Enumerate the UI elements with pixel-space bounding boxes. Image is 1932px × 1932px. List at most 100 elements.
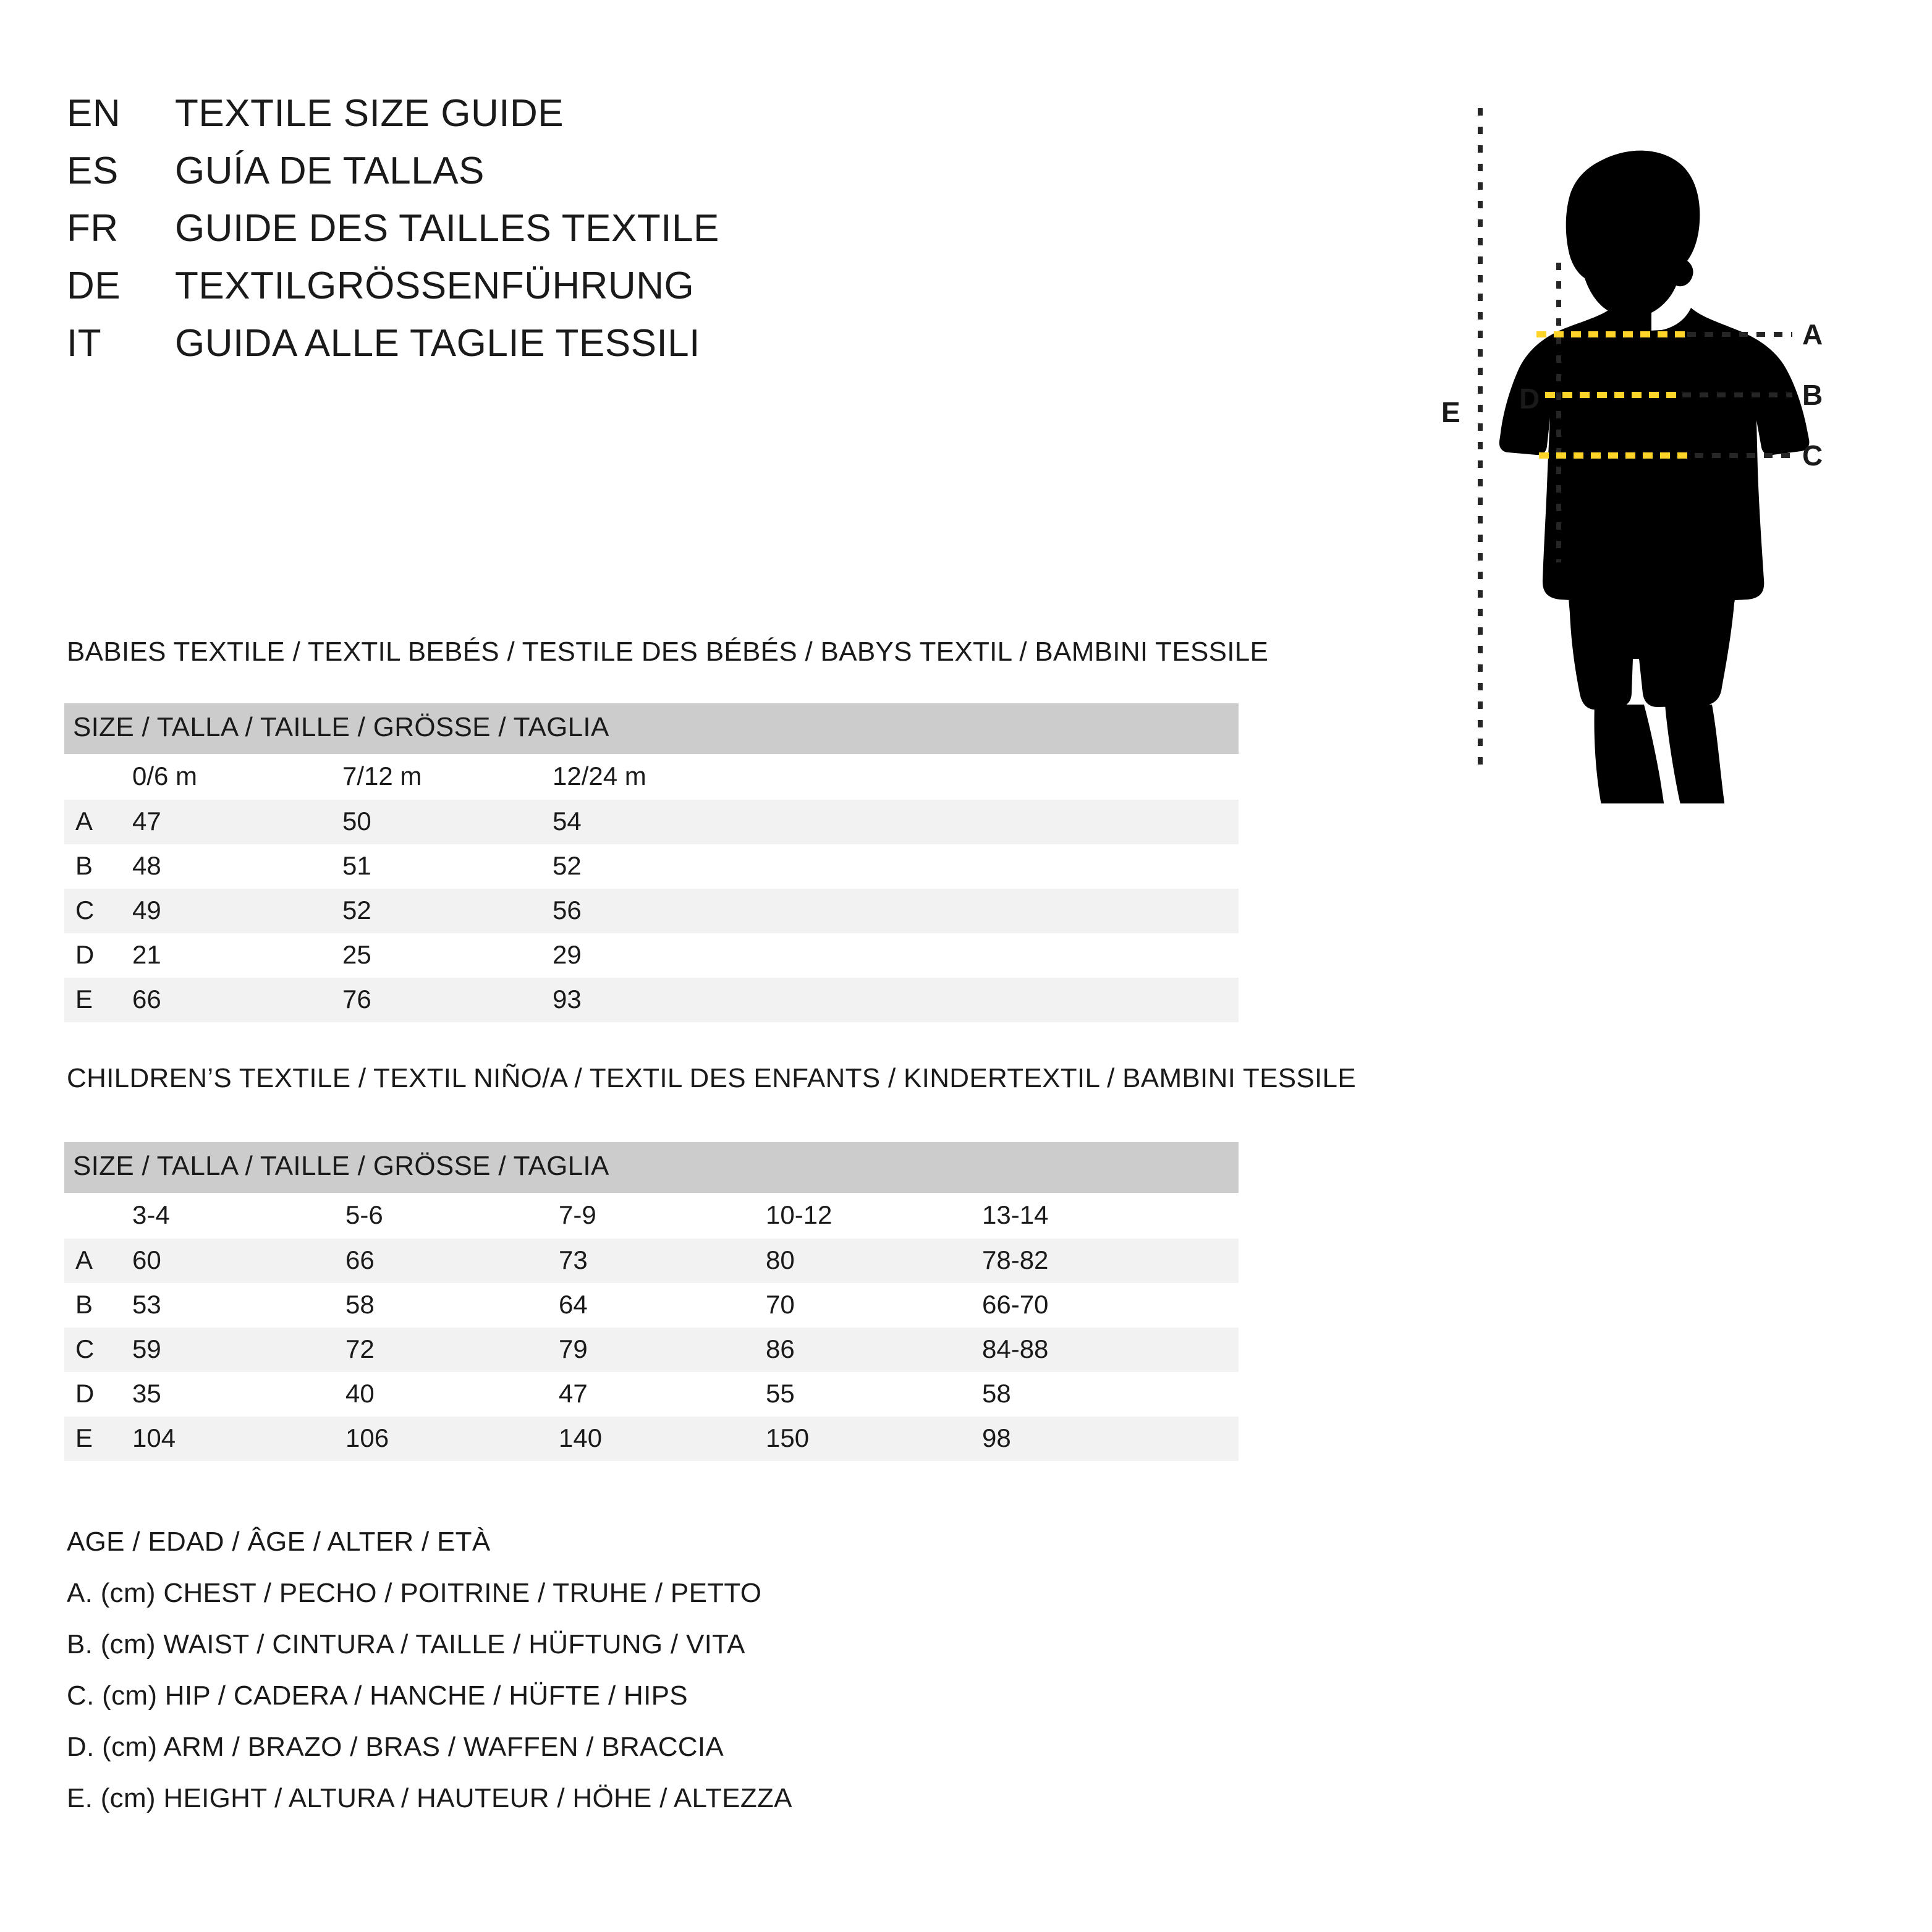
babies-row-label-e: E bbox=[64, 978, 132, 1022]
children-cell-a-0: 60 bbox=[132, 1239, 345, 1283]
language-title-block: EN TEXTILE SIZE GUIDE ES GUÍA DE TALLAS … bbox=[67, 91, 808, 379]
babies-cell-d-2: 29 bbox=[553, 933, 763, 978]
children-cell-a-1: 66 bbox=[345, 1239, 559, 1283]
title-row-it: IT GUIDA ALLE TAGLIE TESSILI bbox=[67, 321, 808, 379]
children-cell-e-4: 98 bbox=[982, 1417, 1239, 1461]
table-row: C 59 72 79 86 84-88 bbox=[64, 1328, 1239, 1372]
title-row-en: EN TEXTILE SIZE GUIDE bbox=[67, 91, 808, 149]
babies-row-label-d: D bbox=[64, 933, 132, 978]
children-corner-cell bbox=[64, 1193, 132, 1239]
children-cell-c-4: 84-88 bbox=[982, 1328, 1239, 1372]
children-cell-a-4: 78-82 bbox=[982, 1239, 1239, 1283]
babies-row-label-c: C bbox=[64, 889, 132, 933]
children-cell-c-2: 79 bbox=[559, 1328, 766, 1372]
figure-label-a: A bbox=[1802, 318, 1823, 350]
table-row: D 35 40 47 55 58 bbox=[64, 1372, 1239, 1417]
babies-size-table: SIZE / TALLA / TAILLE / GRÖSSE / TAGLIA … bbox=[64, 703, 1239, 1022]
babies-cell-b-0: 48 bbox=[132, 844, 342, 889]
babies-cell-a-spacer bbox=[763, 800, 1239, 844]
children-row-label-e: E bbox=[64, 1417, 132, 1461]
children-row-label-b: B bbox=[64, 1283, 132, 1328]
babies-cell-b-spacer bbox=[763, 844, 1239, 889]
title-text-de: TEXTILGRÖSSENFÜHRUNG bbox=[175, 265, 695, 307]
children-col-header-0: 3-4 bbox=[132, 1193, 345, 1239]
babies-cell-a-2: 54 bbox=[553, 800, 763, 844]
children-cell-c-1: 72 bbox=[345, 1328, 559, 1372]
children-cell-a-2: 73 bbox=[559, 1239, 766, 1283]
babies-col-header-2: 12/24 m bbox=[553, 754, 763, 800]
children-row-label-d: D bbox=[64, 1372, 132, 1417]
table-row: B 48 51 52 bbox=[64, 844, 1239, 889]
children-size-table: SIZE / TALLA / TAILLE / GRÖSSE / TAGLIA … bbox=[64, 1142, 1239, 1461]
children-cell-e-0: 104 bbox=[132, 1417, 345, 1461]
measurement-legend: AGE / EDAD / ÂGE / ALTER / ETÀ A. (cm) C… bbox=[67, 1527, 1179, 1834]
children-cell-c-0: 59 bbox=[132, 1328, 345, 1372]
title-text-fr: GUIDE DES TAILLES TEXTILE bbox=[175, 207, 719, 250]
children-cell-e-3: 150 bbox=[766, 1417, 982, 1461]
language-code-fr: FR bbox=[67, 207, 119, 250]
babies-cell-e-0: 66 bbox=[132, 978, 342, 1022]
children-col-header-1: 5-6 bbox=[345, 1193, 559, 1239]
babies-col-header-spacer bbox=[763, 754, 1239, 800]
babies-column-header-row: 0/6 m 7/12 m 12/24 m bbox=[64, 754, 1239, 800]
children-row-label-c: C bbox=[64, 1328, 132, 1372]
babies-cell-e-1: 76 bbox=[342, 978, 553, 1022]
children-bar-label: SIZE / TALLA / TAILLE / GRÖSSE / TAGLIA bbox=[64, 1142, 1239, 1193]
babies-cell-d-spacer bbox=[763, 933, 1239, 978]
legend-item-b: B. (cm) WAIST / CINTURA / TAILLE / HÜFTU… bbox=[67, 1629, 745, 1659]
children-column-header-row: 3-4 5-6 7-9 10-12 13-14 bbox=[64, 1193, 1239, 1239]
child-silhouette-icon bbox=[1478, 108, 1810, 803]
babies-cell-c-spacer bbox=[763, 889, 1239, 933]
legend-item-d: D. (cm) ARM / BRAZO / BRAS / WAFFEN / BR… bbox=[67, 1732, 724, 1762]
babies-cell-b-1: 51 bbox=[342, 844, 553, 889]
figure-label-b: B bbox=[1802, 379, 1823, 411]
legend-item-e: E. (cm) HEIGHT / ALTURA / HAUTEUR / HÖHE… bbox=[67, 1783, 792, 1813]
children-col-header-3: 10-12 bbox=[766, 1193, 982, 1239]
babies-col-header-0: 0/6 m bbox=[132, 754, 342, 800]
children-cell-a-3: 80 bbox=[766, 1239, 982, 1283]
children-col-header-2: 7-9 bbox=[559, 1193, 766, 1239]
children-cell-d-0: 35 bbox=[132, 1372, 345, 1417]
children-cell-b-1: 58 bbox=[345, 1283, 559, 1328]
children-cell-e-2: 140 bbox=[559, 1417, 766, 1461]
children-cell-b-0: 53 bbox=[132, 1283, 345, 1328]
table-row: C 49 52 56 bbox=[64, 889, 1239, 933]
title-row-de: DE TEXTILGRÖSSENFÜHRUNG bbox=[67, 264, 808, 321]
measurement-figure-diagram: A B C D E bbox=[1415, 74, 1910, 803]
children-cell-b-4: 66-70 bbox=[982, 1283, 1239, 1328]
table-row: A 47 50 54 bbox=[64, 800, 1239, 844]
table-row: E 104 106 140 150 98 bbox=[64, 1417, 1239, 1461]
figure-label-e: E bbox=[1441, 396, 1460, 428]
babies-cell-e-spacer bbox=[763, 978, 1239, 1022]
language-code-es: ES bbox=[67, 150, 119, 192]
title-text-it: GUIDA ALLE TAGLIE TESSILI bbox=[175, 322, 700, 365]
table-row: D 21 25 29 bbox=[64, 933, 1239, 978]
language-code-en: EN bbox=[67, 92, 121, 135]
babies-cell-c-1: 52 bbox=[342, 889, 553, 933]
language-code-it: IT bbox=[67, 322, 102, 365]
children-cell-d-1: 40 bbox=[345, 1372, 559, 1417]
babies-bar-label: SIZE / TALLA / TAILLE / GRÖSSE / TAGLIA bbox=[64, 703, 1239, 754]
legend-item-c: C. (cm) HIP / CADERA / HANCHE / HÜFTE / … bbox=[67, 1680, 688, 1711]
babies-col-header-1: 7/12 m bbox=[342, 754, 553, 800]
figure-label-d: D bbox=[1519, 383, 1540, 415]
language-code-de: DE bbox=[67, 265, 121, 307]
children-cell-d-3: 55 bbox=[766, 1372, 982, 1417]
babies-cell-c-2: 56 bbox=[553, 889, 763, 933]
babies-corner-cell bbox=[64, 754, 132, 800]
children-section-heading: CHILDREN’S TEXTILE / TEXTIL NIÑO/A / TEX… bbox=[67, 1063, 1356, 1093]
babies-table-bar: SIZE / TALLA / TAILLE / GRÖSSE / TAGLIA bbox=[64, 703, 1239, 754]
babies-cell-c-0: 49 bbox=[132, 889, 342, 933]
children-cell-e-1: 106 bbox=[345, 1417, 559, 1461]
title-text-es: GUÍA DE TALLAS bbox=[175, 150, 485, 192]
children-col-header-4: 13-14 bbox=[982, 1193, 1239, 1239]
babies-cell-d-1: 25 bbox=[342, 933, 553, 978]
title-row-fr: FR GUIDE DES TAILLES TEXTILE bbox=[67, 206, 808, 264]
table-row: B 53 58 64 70 66-70 bbox=[64, 1283, 1239, 1328]
children-table-bar: SIZE / TALLA / TAILLE / GRÖSSE / TAGLIA bbox=[64, 1142, 1239, 1193]
title-row-es: ES GUÍA DE TALLAS bbox=[67, 149, 808, 206]
children-cell-d-2: 47 bbox=[559, 1372, 766, 1417]
babies-cell-d-0: 21 bbox=[132, 933, 342, 978]
babies-cell-a-0: 47 bbox=[132, 800, 342, 844]
table-row: A 60 66 73 80 78-82 bbox=[64, 1239, 1239, 1283]
